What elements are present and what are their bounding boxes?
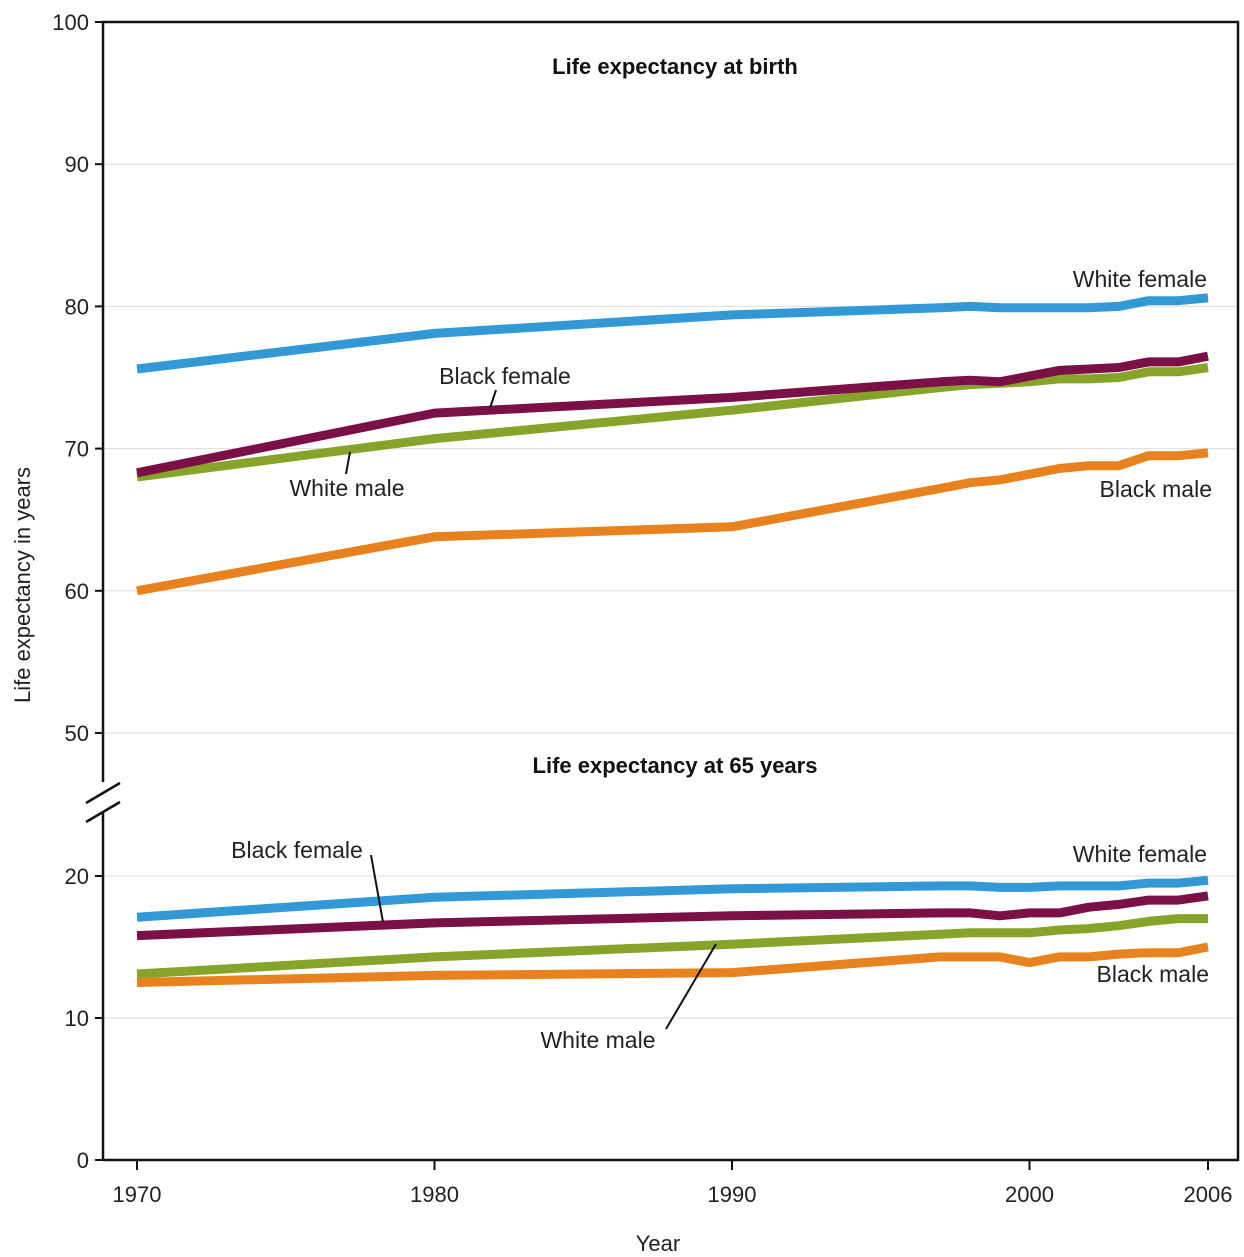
y-tick-label: 0	[77, 1148, 89, 1173]
series-line-65-black-female	[136, 891, 1209, 941]
label-leader-lines	[345, 389, 717, 1030]
series-line-65-white-female	[136, 875, 1209, 922]
leader-birth-black-female	[489, 389, 497, 409]
label-birth-white-female: White female	[1073, 266, 1207, 292]
label-65-white-male: White male	[540, 1027, 655, 1053]
label-65-black-female: Black female	[231, 837, 363, 863]
x-tick-label: 1980	[410, 1182, 459, 1207]
label-65-white-female: White female	[1073, 841, 1207, 867]
x-tick-label: 1970	[113, 1182, 162, 1207]
label-birth-white-male: White male	[289, 475, 404, 501]
panel-title-birth: Life expectancy at birth	[552, 54, 798, 79]
series-lines	[136, 293, 1209, 987]
y-axis-label: Life expectancy in years	[10, 467, 35, 703]
y-tick-label: 90	[65, 152, 89, 177]
axis-break-mark	[85, 800, 121, 824]
leader-65-black-female	[370, 854, 384, 923]
y-tick-label: 80	[65, 294, 89, 319]
y-tick-label: 60	[65, 579, 89, 604]
label-birth-black-male: Black male	[1100, 476, 1212, 502]
y-tick-label: 50	[65, 721, 89, 746]
plot-border	[101, 20, 1240, 1162]
axis-break-mark	[85, 781, 121, 805]
y-tick-label: 100	[52, 10, 89, 35]
x-tick-label: 2006	[1184, 1182, 1233, 1207]
y-tick-label: 20	[65, 864, 89, 889]
plot-frame	[85, 20, 1240, 1162]
leader-birth-white-male	[345, 451, 351, 475]
series-line-birth-black-female	[136, 351, 1209, 478]
leader-65-white-male	[665, 943, 717, 1030]
label-65-black-male: Black male	[1097, 961, 1209, 987]
series-line-birth-white-female	[136, 293, 1209, 374]
series-line-birth-white-male	[136, 363, 1209, 482]
series-line-65-white-male	[136, 914, 1208, 979]
x-tick-label: 2000	[1005, 1182, 1054, 1207]
y-tick-label: 10	[65, 1006, 89, 1031]
panel-title-65: Life expectancy at 65 years	[533, 753, 818, 778]
label-birth-black-female: Black female	[439, 363, 571, 389]
series-line-65-black-male	[136, 942, 1209, 987]
y-tick-label: 70	[65, 437, 89, 462]
gridlines	[103, 163, 1238, 1019]
series-line-birth-black-male	[136, 448, 1209, 596]
x-tick-label: 1990	[708, 1182, 757, 1207]
x-axis-label: Year	[636, 1231, 680, 1256]
